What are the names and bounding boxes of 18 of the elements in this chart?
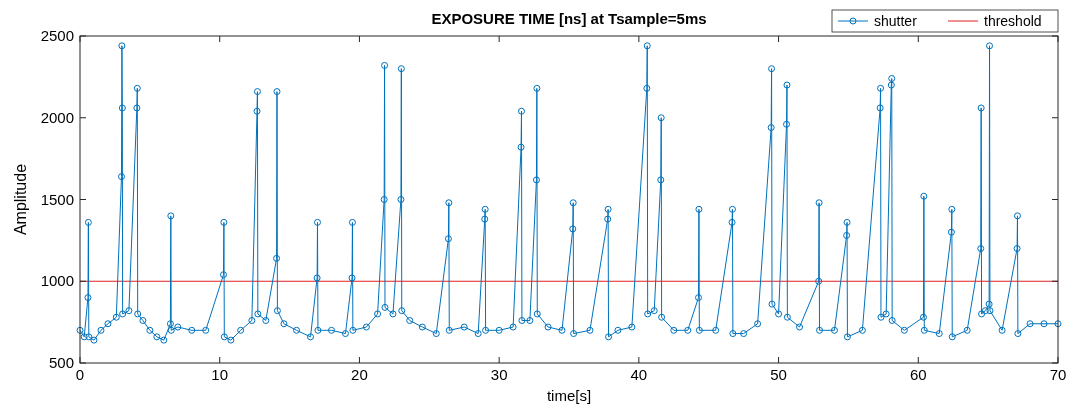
y-tick-label: 2500: [40, 27, 74, 44]
y-tick-label: 500: [48, 354, 74, 371]
legend-label: shutter: [874, 13, 918, 29]
y-tick-label: 2000: [40, 108, 74, 126]
x-tick-label: 40: [630, 366, 648, 383]
legend-label: threshold: [984, 13, 1042, 29]
x-tick-label: 20: [351, 366, 368, 383]
x-tick-label: 50: [770, 366, 787, 383]
y-tick-label: 1500: [40, 190, 74, 208]
chart-title: EXPOSURE TIME [ns] at Tsample=5ms: [431, 10, 707, 27]
x-tick-label: 10: [211, 366, 229, 383]
x-axis-title: time[s]: [546, 387, 592, 404]
x-tick-label: 70: [1049, 366, 1067, 383]
x-tick-label: 60: [909, 366, 927, 383]
y-tick-label: 1000: [40, 272, 74, 290]
y-axis-title: Amplitude: [12, 163, 29, 236]
x-tick-label: 30: [490, 366, 508, 383]
x-tick-label: 0: [75, 366, 85, 383]
